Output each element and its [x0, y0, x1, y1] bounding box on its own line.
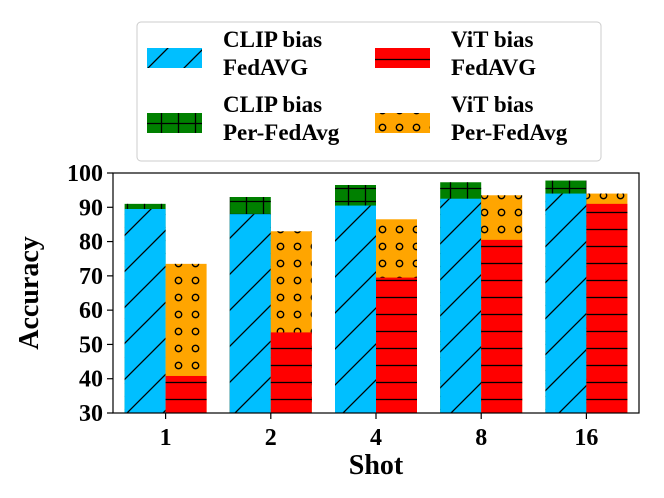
legend-label-line2: FedAVG — [223, 55, 308, 80]
x-axis: 1 2 4 8 16 — [160, 413, 598, 451]
y-tick-label: 80 — [79, 230, 103, 256]
x-tick-label: 1 — [160, 425, 172, 451]
legend-label-line1: CLIP bias — [223, 27, 322, 52]
legend: CLIP bias FedAVG ViT bias FedAVG CLIP bias Pe… — [136, 21, 602, 162]
legend-frame — [136, 21, 602, 162]
y-axis-label: Accuracy — [14, 236, 45, 350]
legend-entry: CLIP bias Per-FedAvg — [147, 92, 340, 145]
legend-label-line1: ViT bias — [451, 27, 534, 52]
y-axis: 30 40 50 60 70 80 90 100 — [67, 161, 113, 427]
bar-vit-fedavg-1 — [165, 375, 207, 413]
y-tick-label: 60 — [79, 298, 103, 324]
legend-entry: CLIP bias FedAVG — [147, 27, 322, 80]
legend-label-line2: Per-FedAvg — [223, 120, 340, 145]
legend-entry: ViT bias Per-FedAvg — [375, 92, 568, 145]
legend-swatch — [147, 48, 202, 68]
legend-swatch — [147, 113, 202, 133]
y-tick-label: 70 — [79, 264, 103, 290]
y-tick-label: 50 — [79, 332, 103, 358]
legend-entry: ViT bias FedAVG — [375, 27, 536, 80]
y-tick-label: 90 — [79, 195, 103, 221]
y-tick-label: 40 — [79, 367, 103, 393]
x-tick-label: 16 — [574, 425, 598, 451]
y-tick-label: 100 — [67, 161, 103, 187]
bar-clip-fedavg-2 — [229, 214, 271, 413]
legend-swatch — [375, 113, 430, 133]
bar-clip-fedavg-4 — [335, 205, 376, 413]
x-axis-label: Shot — [349, 450, 404, 481]
legend-label-line2: FedAVG — [451, 55, 536, 80]
bar-vit-fedavg-4 — [376, 277, 417, 413]
bar-vit-fedavg-2 — [270, 332, 312, 413]
bars — [124, 180, 628, 413]
y-tick-label: 30 — [79, 401, 103, 427]
legend-label-line1: ViT bias — [451, 92, 534, 117]
legend-label-line2: Per-FedAvg — [451, 120, 568, 145]
legend-swatch — [375, 48, 430, 68]
bar-vit-fedavg-16 — [586, 203, 628, 413]
plot-frame — [112, 172, 640, 414]
x-tick-label: 4 — [370, 425, 382, 451]
x-tick-label: 2 — [265, 425, 277, 451]
bar-clip-fedavg-8 — [440, 198, 482, 413]
bar-clip-fedavg-1 — [124, 209, 166, 413]
x-tick-label: 8 — [475, 425, 487, 451]
bar-clip-fedavg-16 — [545, 193, 587, 413]
bar-vit-fedavg-8 — [481, 239, 523, 413]
legend-label-line1: CLIP bias — [223, 92, 322, 117]
